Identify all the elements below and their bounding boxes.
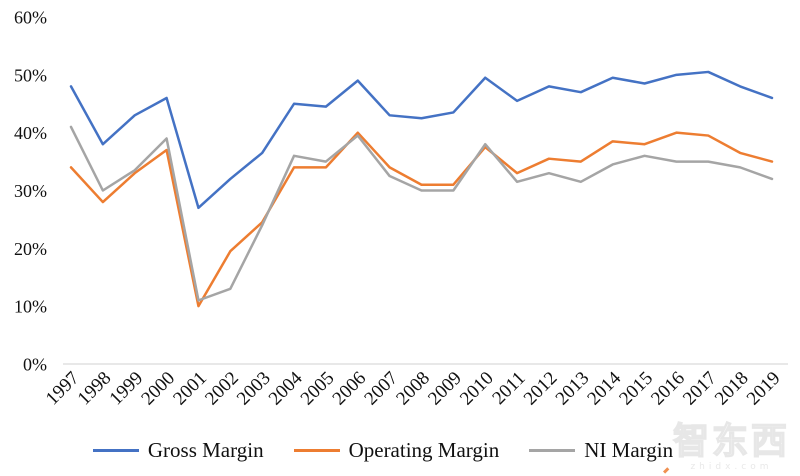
- x-axis-tick-label: 2006: [329, 368, 371, 410]
- x-axis-tick-label: 2003: [233, 368, 275, 410]
- x-axis-tick-label: 2004: [265, 367, 307, 409]
- x-axis-tick-label: 2013: [552, 368, 594, 410]
- x-axis-tick-label: 2016: [647, 368, 689, 410]
- x-axis-tick-label: 2011: [488, 368, 529, 409]
- watermark-zhidongxi: 智东西 zhidx.com: [662, 421, 790, 473]
- x-axis-tick-label: 2015: [615, 368, 657, 410]
- x-axis-tick-label: 2017: [679, 368, 721, 410]
- x-axis-tick-label: 2001: [169, 368, 211, 410]
- x-axis-tick-label: 2009: [424, 368, 466, 410]
- y-axis-tick-label: 60%: [14, 8, 47, 28]
- legend-label-gross: Gross Margin: [147, 438, 264, 462]
- x-axis-tick-label: 1998: [74, 368, 116, 410]
- legend-line-sample-operating: [293, 449, 340, 452]
- chart-legend: Gross Margin Operating Margin NI Margin: [0, 440, 800, 461]
- legend-line-sample-ni: [529, 449, 576, 452]
- series-line-operating-margin: [69, 131, 774, 308]
- legend-line-sample-gross: [92, 449, 139, 452]
- x-axis-tick-label: 2000: [137, 368, 179, 410]
- legend-item-ni-margin: NI Margin: [529, 440, 673, 461]
- legend-item-operating-margin: Operating Margin: [293, 438, 500, 462]
- series-line-gross-margin: [69, 70, 774, 210]
- y-axis-tick-label: 0%: [23, 355, 47, 375]
- y-axis-tick-label: 40%: [14, 123, 47, 143]
- x-axis-tick-label: 1997: [42, 368, 84, 410]
- y-axis-tick-label: 20%: [14, 239, 47, 259]
- legend-label-operating: Operating Margin: [348, 438, 500, 462]
- x-axis-tick-label: 2007: [360, 368, 402, 410]
- x-axis-tick-label: 1999: [106, 368, 148, 410]
- y-axis-tick-label: 10%: [14, 297, 47, 317]
- x-axis-tick-label: 2012: [520, 368, 562, 410]
- y-axis-tick-label: 50%: [14, 65, 47, 85]
- watermark-orange-mark: [662, 466, 669, 473]
- x-axis-tick-label: 2002: [201, 368, 243, 410]
- series-line-ni-margin: [69, 125, 774, 302]
- legend-item-gross-margin: Gross Margin: [92, 438, 264, 462]
- y-axis-tick-label: 30%: [14, 181, 47, 201]
- x-axis-tick-label: 2010: [456, 368, 498, 410]
- x-axis-tick-label: 2018: [711, 368, 753, 410]
- watermark-domain-text: zhidx.com: [690, 462, 773, 472]
- legend-label-ni: NI Margin: [584, 438, 674, 462]
- x-axis-tick-label: 2014: [583, 367, 625, 409]
- x-axis-tick-label: 2005: [297, 368, 339, 410]
- watermark-logo-text: 智东西: [672, 421, 790, 462]
- watermark-domain: zhidx.com: [662, 462, 790, 473]
- x-axis-tick-label: 2008: [392, 368, 434, 410]
- line-chart-canvas: 0% 10% 20% 30% 40% 50% 60% 19971998199920002001…: [14, 8, 788, 410]
- x-axis-tick-label: 2019: [743, 368, 785, 410]
